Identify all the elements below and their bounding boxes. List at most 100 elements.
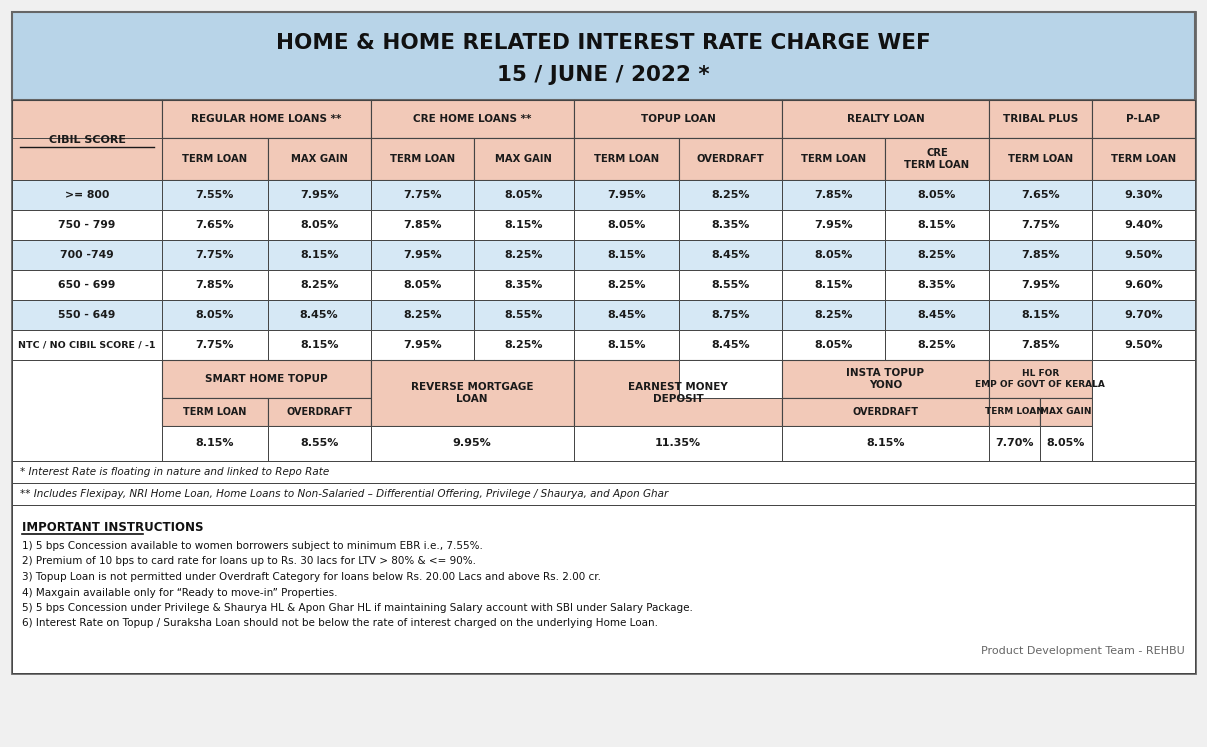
Text: 7.75%: 7.75% (403, 190, 442, 200)
Bar (573, 426, 782, 461)
Bar (162, 210, 268, 240)
Bar (782, 398, 989, 426)
Bar (886, 180, 989, 210)
Text: 8.35%: 8.35% (711, 220, 750, 230)
Text: 8.15%: 8.15% (505, 220, 543, 230)
Text: 8.05%: 8.05% (301, 220, 338, 230)
Text: HOME & HOME RELATED INTEREST RATE CHARGE WEF: HOME & HOME RELATED INTEREST RATE CHARGE… (276, 33, 931, 53)
Text: 7.95%: 7.95% (815, 220, 853, 230)
Bar (371, 360, 573, 426)
Text: 9.40%: 9.40% (1124, 220, 1162, 230)
Bar (474, 300, 573, 330)
Bar (371, 300, 474, 330)
Text: ** Includes Flexipay, NRI Home Loan, Home Loans to Non-Salaried – Differential O: ** Includes Flexipay, NRI Home Loan, Hom… (21, 489, 669, 499)
Text: 9.50%: 9.50% (1124, 250, 1162, 260)
Text: 8.25%: 8.25% (505, 250, 543, 260)
Bar (371, 270, 474, 300)
Bar (1092, 210, 1195, 240)
Text: 8.45%: 8.45% (917, 310, 956, 320)
Text: 8.25%: 8.25% (299, 280, 338, 290)
Text: 8.15%: 8.15% (196, 438, 234, 448)
Text: 7.85%: 7.85% (403, 220, 442, 230)
Text: IMPORTANT INSTRUCTIONS: IMPORTANT INSTRUCTIONS (22, 521, 204, 534)
Bar (12, 360, 162, 461)
Bar (1092, 330, 1195, 360)
Bar (680, 138, 782, 180)
Text: CRE HOME LOANS **: CRE HOME LOANS ** (413, 114, 531, 124)
Bar (162, 180, 268, 210)
Text: REGULAR HOME LOANS **: REGULAR HOME LOANS ** (191, 114, 342, 124)
Text: MAX GAIN: MAX GAIN (1040, 408, 1092, 417)
Text: 7.75%: 7.75% (1021, 220, 1060, 230)
Bar (371, 426, 573, 461)
Bar (474, 270, 573, 300)
Bar (474, 330, 573, 360)
Text: 7.75%: 7.75% (196, 250, 234, 260)
Bar (12, 300, 1195, 330)
Text: SMART HOME TOPUP: SMART HOME TOPUP (205, 374, 328, 384)
Bar (989, 180, 1092, 210)
Text: TOPUP LOAN: TOPUP LOAN (641, 114, 716, 124)
Text: TERM LOAN: TERM LOAN (801, 154, 867, 164)
Bar (268, 270, 371, 300)
Text: 8.15%: 8.15% (299, 250, 338, 260)
Bar (782, 210, 886, 240)
Bar (989, 426, 1040, 461)
Bar (886, 210, 989, 240)
Bar (12, 12, 1195, 673)
Bar (162, 138, 268, 180)
Bar (782, 360, 989, 398)
Bar (162, 300, 268, 330)
Text: 8.55%: 8.55% (711, 280, 750, 290)
Text: * Interest Rate is floating in nature and linked to Repo Rate: * Interest Rate is floating in nature an… (21, 467, 330, 477)
Bar (680, 240, 782, 270)
Text: >= 800: >= 800 (65, 190, 109, 200)
Text: 4) Maxgain available only for “Ready to move-in” Properties.: 4) Maxgain available only for “Ready to … (22, 587, 338, 598)
Text: 8.15%: 8.15% (917, 220, 956, 230)
Bar (162, 270, 268, 300)
Text: 8.05%: 8.05% (196, 310, 234, 320)
Text: 7.95%: 7.95% (607, 190, 646, 200)
Text: 7.65%: 7.65% (196, 220, 234, 230)
Bar (371, 138, 474, 180)
Bar (12, 360, 1195, 461)
Bar (1092, 138, 1195, 180)
Bar (782, 240, 886, 270)
Bar (573, 270, 680, 300)
Bar (886, 330, 989, 360)
Text: 8.45%: 8.45% (711, 340, 750, 350)
Bar (573, 210, 680, 240)
Text: 8.45%: 8.45% (299, 310, 338, 320)
Text: 8.15%: 8.15% (1021, 310, 1060, 320)
Text: 7.95%: 7.95% (403, 340, 442, 350)
Text: 8.05%: 8.05% (403, 280, 442, 290)
Bar (989, 100, 1092, 138)
Bar (371, 330, 474, 360)
Bar (371, 210, 474, 240)
Bar (1092, 100, 1195, 138)
Text: TERM LOAN: TERM LOAN (985, 408, 1044, 417)
Bar (989, 300, 1092, 330)
Bar (886, 270, 989, 300)
Text: 7.85%: 7.85% (815, 190, 853, 200)
Text: 8.15%: 8.15% (867, 438, 905, 448)
Bar (1040, 426, 1092, 461)
Text: 8.15%: 8.15% (607, 340, 646, 350)
Bar (162, 360, 371, 398)
Text: 1) 5 bps Concession available to women borrowers subject to minimum EBR i.e., 7.: 1) 5 bps Concession available to women b… (22, 541, 483, 551)
Bar (989, 398, 1040, 426)
Text: 5) 5 bps Concession under Privilege & Shaurya HL & Apon Ghar HL if maintaining S: 5) 5 bps Concession under Privilege & Sh… (22, 603, 693, 613)
Bar (268, 330, 371, 360)
Bar (371, 240, 474, 270)
Bar (573, 180, 680, 210)
Text: 8.55%: 8.55% (301, 438, 338, 448)
Text: 8.35%: 8.35% (505, 280, 543, 290)
Text: 8.15%: 8.15% (607, 250, 646, 260)
Bar (1092, 180, 1195, 210)
Bar (162, 398, 268, 426)
Text: 7.95%: 7.95% (1021, 280, 1060, 290)
Bar (12, 270, 1195, 300)
Bar (989, 270, 1092, 300)
Bar (12, 12, 1195, 100)
Bar (680, 300, 782, 330)
